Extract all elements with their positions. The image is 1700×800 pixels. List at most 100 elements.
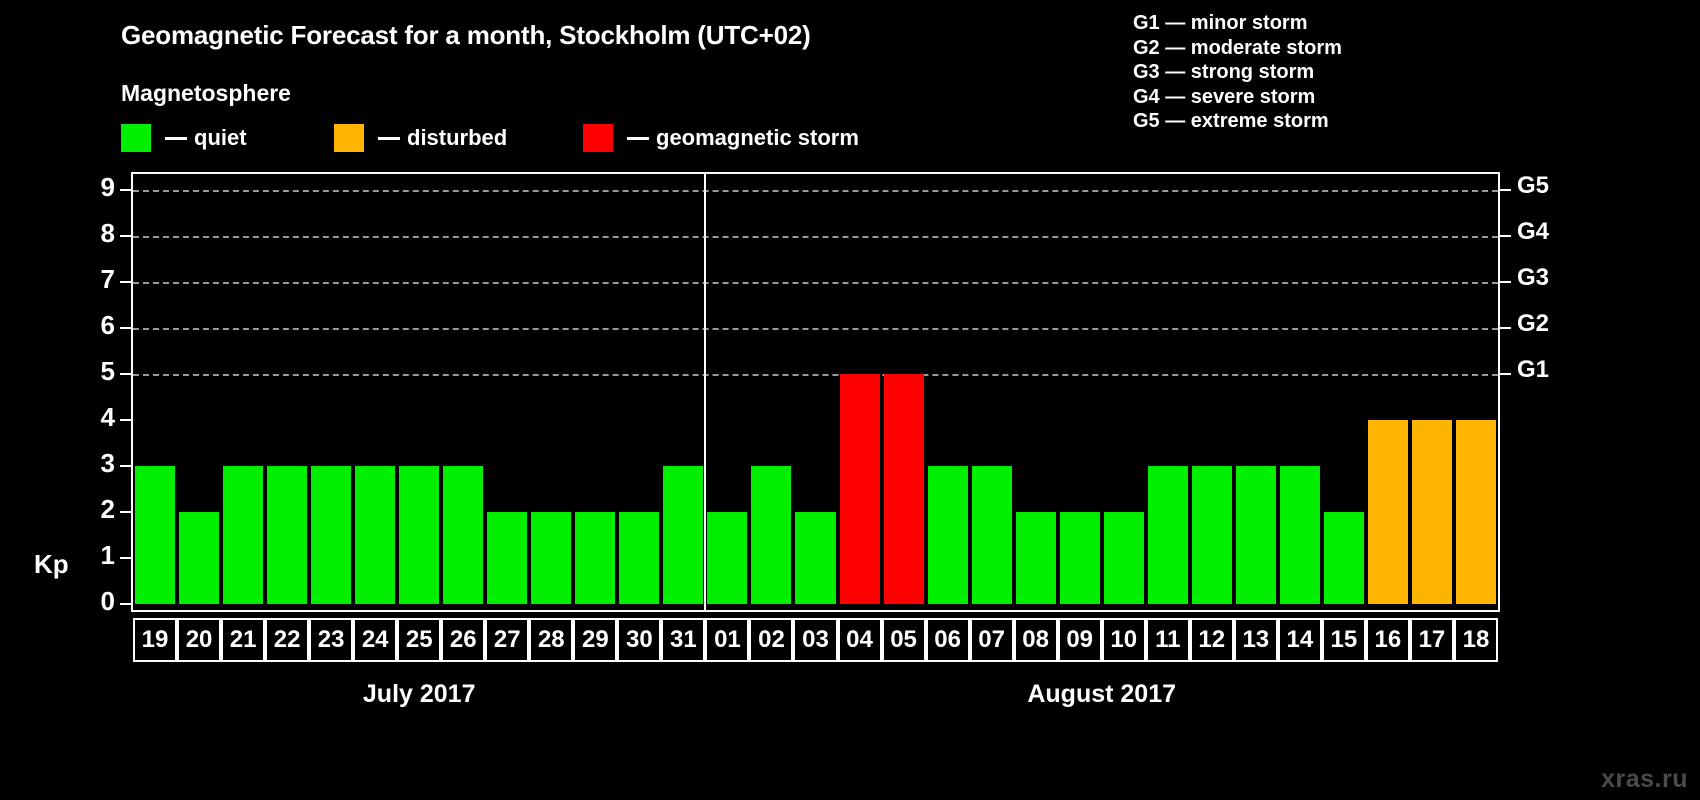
bar[interactable]	[399, 466, 440, 604]
bar[interactable]	[487, 512, 528, 604]
date-label[interactable]: 06	[925, 618, 970, 662]
g-tick-label: G4	[1517, 218, 1550, 245]
y-tick-mark	[120, 281, 131, 283]
bar[interactable]	[1015, 512, 1056, 604]
y-tick-label: 0	[100, 586, 115, 616]
bar[interactable]	[1411, 420, 1452, 604]
gridline	[133, 328, 1498, 330]
date-label[interactable]: 11	[1145, 618, 1190, 662]
bar[interactable]	[839, 374, 880, 604]
date-label[interactable]: 30	[617, 618, 662, 662]
y-tick-mark	[120, 557, 131, 559]
date-label[interactable]: 27	[485, 618, 530, 662]
bar[interactable]	[795, 512, 836, 604]
bar[interactable]	[443, 466, 484, 604]
month-divider	[704, 174, 707, 610]
bar[interactable]	[1059, 512, 1100, 604]
page-title: Geomagnetic Forecast for a month, Stockh…	[121, 20, 811, 50]
bar[interactable]	[619, 512, 660, 604]
bar[interactable]	[971, 466, 1012, 604]
date-label[interactable]: 01	[705, 618, 750, 662]
g-tick-label: G3	[1517, 264, 1550, 291]
bar[interactable]	[575, 512, 616, 604]
y-tick-label: 6	[100, 310, 115, 340]
g-scale-row: G3 — strong storm	[1133, 61, 1315, 83]
y-axis-gscale: G1 G2 G3 G4 G5	[1500, 172, 1700, 612]
date-label[interactable]: 03	[793, 618, 838, 662]
bar[interactable]	[135, 466, 176, 604]
bar[interactable]	[927, 466, 968, 604]
y-tick-label: 1	[100, 540, 115, 570]
gridline	[133, 282, 1498, 284]
legend-dash	[627, 136, 649, 140]
date-label[interactable]: 29	[573, 618, 618, 662]
y-tick-mark	[120, 603, 131, 605]
bar[interactable]	[1235, 466, 1276, 604]
date-label[interactable]: 16	[1365, 618, 1410, 662]
bar[interactable]	[311, 466, 352, 604]
legend-item: disturbed	[334, 123, 507, 153]
y-tick-mark	[120, 419, 131, 421]
bar[interactable]	[355, 466, 396, 604]
date-label[interactable]: 14	[1277, 618, 1322, 662]
date-label[interactable]: 04	[837, 618, 882, 662]
bar[interactable]	[531, 512, 572, 604]
date-label[interactable]: 25	[397, 618, 442, 662]
plot-area	[131, 172, 1500, 612]
date-label[interactable]: 23	[309, 618, 354, 662]
bar[interactable]	[1279, 466, 1320, 604]
date-label[interactable]: 13	[1233, 618, 1278, 662]
y-tick-label: 9	[100, 172, 115, 202]
g-scale-row: G4 — severe storm	[1133, 85, 1316, 108]
bar[interactable]	[1147, 466, 1188, 604]
g-tick-mark	[1500, 281, 1511, 283]
bar[interactable]	[1323, 512, 1364, 604]
date-axis: 19 20 21 22 23 24 25 26 27 28 29 30 31 01 02 03 04 05 06 07…	[131, 618, 1500, 662]
date-label[interactable]: 22	[265, 618, 310, 662]
gridline	[133, 374, 1498, 376]
date-label[interactable]: 31	[661, 618, 706, 662]
date-label[interactable]: 21	[221, 618, 266, 662]
bar[interactable]	[1455, 420, 1496, 604]
date-label[interactable]: 17	[1409, 618, 1454, 662]
y-tick-mark	[120, 189, 131, 191]
bar[interactable]	[751, 466, 792, 604]
y-tick-label: 7	[100, 264, 115, 294]
y-tick-mark	[120, 465, 131, 467]
bar[interactable]	[663, 466, 704, 604]
date-label[interactable]: 15	[1321, 618, 1366, 662]
date-label[interactable]: 09	[1057, 618, 1102, 662]
date-label[interactable]: 26	[441, 618, 486, 662]
y-tick-label: 8	[100, 218, 115, 248]
date-label[interactable]: 18	[1453, 618, 1498, 662]
date-label[interactable]: 24	[353, 618, 398, 662]
date-label[interactable]: 28	[529, 618, 574, 662]
bar[interactable]	[1191, 466, 1232, 604]
bar[interactable]	[267, 466, 308, 604]
y-tick-mark	[120, 327, 131, 329]
bar[interactable]	[223, 466, 264, 604]
disturbed-swatch	[334, 124, 364, 152]
g-tick-mark	[1500, 373, 1511, 375]
bar[interactable]	[883, 374, 924, 604]
date-label[interactable]: 19	[133, 618, 178, 662]
bar[interactable]	[179, 512, 220, 604]
date-label[interactable]: 08	[1013, 618, 1058, 662]
date-label[interactable]: 12	[1189, 618, 1234, 662]
date-label[interactable]: 02	[749, 618, 794, 662]
legend-item: quiet	[121, 123, 247, 153]
y-tick-label: 3	[100, 448, 115, 478]
bar[interactable]	[1367, 420, 1408, 604]
date-label[interactable]: 20	[177, 618, 222, 662]
legend-dash	[165, 136, 187, 140]
g-scale-row: G5 — extreme storm	[1133, 110, 1329, 132]
date-label[interactable]: 07	[969, 618, 1014, 662]
date-label[interactable]: 10	[1101, 618, 1146, 662]
bar[interactable]	[1103, 512, 1144, 604]
magnetosphere-label: Magnetosphere	[121, 80, 291, 106]
bar[interactable]	[707, 512, 748, 604]
y-tick-mark	[120, 373, 131, 375]
legend-label: quiet	[194, 125, 247, 150]
date-label[interactable]: 05	[881, 618, 926, 662]
